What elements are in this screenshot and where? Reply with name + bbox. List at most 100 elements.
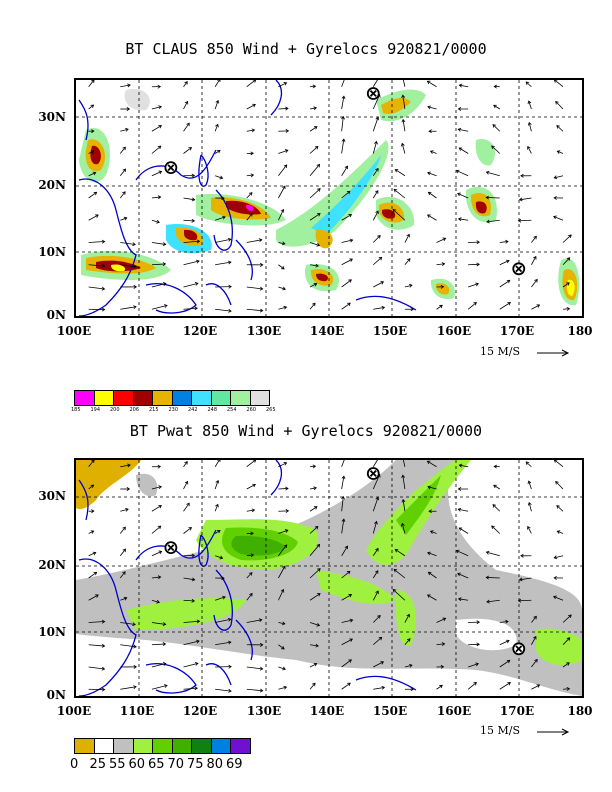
wind-arrow <box>151 622 166 625</box>
wind-arrow <box>214 150 221 154</box>
wind-arrow-head <box>349 258 353 262</box>
wind-arrow <box>88 460 95 467</box>
legend-tick-label: 70 <box>167 757 185 772</box>
wind-arrow <box>151 305 168 310</box>
wind-arrow-head <box>457 192 461 197</box>
wind-arrow <box>151 663 167 668</box>
wind-arrow <box>246 192 253 199</box>
wind-arrow <box>278 565 286 579</box>
wind-arrow <box>372 117 379 132</box>
wind-arrow-head <box>283 82 288 86</box>
wind-arrow-head <box>440 284 445 289</box>
wind-arrow <box>499 659 511 668</box>
wind-arrow <box>120 597 127 601</box>
wind-arrow-head <box>457 487 462 491</box>
panel1-ylabel-0n: 0N <box>46 308 66 322</box>
wind-arrow <box>372 141 377 154</box>
wind-arrow-head <box>527 100 532 105</box>
wind-arrow <box>151 576 161 579</box>
wind-arrow-head <box>409 283 413 288</box>
wind-arrow <box>278 544 288 556</box>
wind-arrow-head <box>525 461 530 466</box>
wind-arrow-head <box>217 460 221 463</box>
wind-arrow <box>341 619 353 623</box>
wind-arrow-head <box>162 642 167 647</box>
wind-arrow-head <box>315 643 319 648</box>
panel2-xlabel-170e: 170E <box>499 704 535 718</box>
wind-arrow <box>119 526 126 534</box>
panel2-ref-vector-label: 15 M/S <box>480 724 520 737</box>
wind-arrow-head <box>312 682 316 687</box>
wind-arrow-head <box>401 474 406 479</box>
panel2-ylabel-20n: 20N <box>38 558 66 572</box>
wind-arrow <box>88 192 97 199</box>
wind-arrow <box>88 621 105 623</box>
wind-arrow <box>183 461 188 467</box>
panel2-legend <box>74 738 251 754</box>
wind-arrow <box>402 475 406 490</box>
wind-arrow-head <box>132 242 136 247</box>
wind-arrow <box>151 643 166 646</box>
wind-arrow <box>246 80 256 88</box>
wind-arrow-head <box>184 461 188 465</box>
wind-arrow <box>309 188 321 199</box>
wind-arrow-head <box>251 128 256 133</box>
legend-swatch <box>172 391 192 405</box>
wind-arrow <box>436 263 445 266</box>
wind-arrow-head <box>341 518 346 522</box>
wind-arrow <box>183 197 195 201</box>
panel2-map-svg <box>76 460 582 696</box>
wind-arrow <box>214 530 221 534</box>
wind-arrow <box>88 552 96 557</box>
wind-arrow-head <box>282 185 286 190</box>
coastlines <box>78 460 417 696</box>
wind-arrow <box>404 234 410 243</box>
wind-arrow-head <box>492 124 497 128</box>
wind-arrow-head <box>566 306 571 311</box>
wind-arrow <box>372 590 379 601</box>
wind-arrow-head <box>250 151 254 156</box>
wind-arrow-head <box>283 305 288 310</box>
wind-arrow-head <box>520 553 524 558</box>
wind-arrow <box>119 571 126 579</box>
legend-swatch <box>231 391 251 405</box>
wind-arrow-head <box>341 115 345 120</box>
wind-arrow-head <box>313 126 318 130</box>
wind-arrow-head <box>221 196 225 201</box>
wind-arrow <box>215 618 231 623</box>
wind-arrow-head <box>566 686 571 691</box>
wind-arrow-head <box>217 530 221 534</box>
wind-arrow <box>183 122 190 132</box>
wind-arrow <box>493 484 500 490</box>
wind-arrow-head <box>252 460 257 463</box>
wind-arrow <box>402 95 406 110</box>
wind-arrow-head <box>475 662 479 667</box>
wind-arrow-head <box>282 565 286 570</box>
wind-arrow <box>278 209 284 221</box>
wind-arrow-head <box>217 80 221 83</box>
wind-arrow-head <box>252 80 257 83</box>
wind-arrow <box>372 548 379 556</box>
wind-arrow-head <box>227 617 232 622</box>
wind-arrow-head <box>157 525 162 530</box>
wind-arrow <box>393 569 406 579</box>
wind-arrow-head <box>215 123 219 128</box>
wind-arrow-head <box>162 282 167 286</box>
wind-arrow <box>214 504 219 512</box>
wind-arrow-head <box>184 100 189 105</box>
wind-arrow-head <box>377 615 381 619</box>
panel1-gyre-markers <box>164 87 526 276</box>
wind-arrow-head <box>517 218 522 223</box>
wind-arrow-head <box>91 80 95 84</box>
wind-arrow <box>341 496 344 512</box>
wind-arrow-head <box>285 129 290 133</box>
wind-arrow-head <box>406 233 410 238</box>
wind-arrow-head <box>191 577 196 582</box>
wind-arrow <box>436 684 443 690</box>
wind-arrow <box>309 568 321 579</box>
wind-arrow-head <box>228 284 232 289</box>
wind-arrow-head <box>158 550 163 555</box>
wind-arrow <box>151 171 162 177</box>
wind-arrow-head <box>281 645 285 650</box>
wind-arrow <box>459 147 469 154</box>
